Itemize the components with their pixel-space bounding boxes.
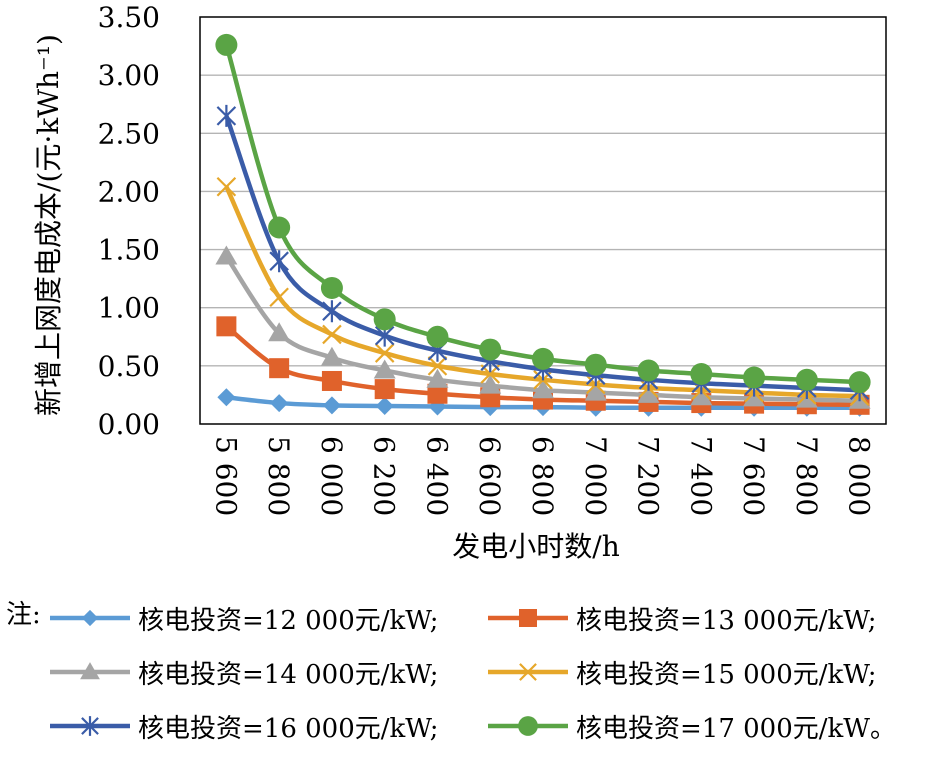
data-point [216, 176, 237, 197]
legend-label: 核电投资=13 000元/kW; [576, 605, 877, 636]
series-layer [215, 33, 871, 417]
data-point [690, 386, 713, 406]
data-point [216, 316, 237, 337]
legend: 注: 核电投资=12 000元/kW; 核电投资=13 000元/kW; 核电投资=… [0, 588, 927, 762]
data-point [374, 379, 395, 400]
x-axis-ticks: 5 600 5 800 6 000 6 200 6 400 6 600 6 800 7 000… [209, 436, 875, 516]
data-point [532, 347, 554, 370]
legend-prefix: 注: [6, 600, 41, 630]
legend-item-1: 核电投资=13 000元/kW; [486, 598, 877, 638]
line-chart: 0.000.501.001.502.002.503.003.50 5 600 5 … [32, 1, 887, 563]
x-tick-label: 7 200 [632, 436, 665, 516]
x-tick-label: 7 400 [684, 436, 717, 516]
y-axis-ticks: 0.00 0.50 1.00 1.50 2.00 2.50 3.00 3.50 [98, 1, 160, 441]
legend-item-2: 核电投资=14 000元/kW; [48, 652, 439, 692]
x-axis-label: 发电小时数/h [452, 530, 619, 563]
data-point [743, 366, 766, 389]
y-tick-label: 0.50 [98, 350, 160, 383]
data-point [216, 104, 237, 127]
x-tick-label: 5 800 [262, 436, 295, 516]
gridlines [200, 74, 886, 367]
x-tick-label: 6 000 [315, 436, 348, 516]
y-tick-label: 3.00 [98, 59, 160, 92]
x-tick-label: 5 600 [209, 436, 242, 516]
data-point [584, 381, 607, 401]
legend-item-3: 核电投资=15 000元/kW; [486, 652, 877, 692]
data-point [215, 33, 238, 56]
legend-label: 核电投资=12 000元/kW; [138, 605, 439, 636]
y-tick-label: 0.00 [98, 408, 160, 441]
legend-swatch-diamond-icon [50, 609, 130, 627]
data-point [269, 287, 289, 308]
data-point [690, 362, 713, 385]
x-tick-label: 6 200 [368, 436, 401, 516]
x-tick-label: 7 000 [579, 436, 612, 516]
data-point [373, 359, 396, 379]
legend-item-5: 核电投资=17 000元/kW。 [486, 706, 896, 746]
legend-swatch-star-icon [50, 716, 130, 736]
data-point [269, 358, 290, 379]
y-tick-label: 3.50 [98, 1, 160, 34]
data-point [322, 300, 342, 323]
data-point [426, 368, 449, 388]
data-point [322, 396, 341, 415]
data-point [320, 346, 343, 366]
legend-label: 核电投资=14 000元/kW; [138, 659, 439, 690]
data-point [795, 368, 818, 391]
x-tick-label: 7 800 [790, 436, 823, 516]
y-tick-label: 1.50 [98, 234, 160, 267]
data-point [322, 324, 342, 345]
data-point [743, 387, 766, 407]
x-tick-label: 6 600 [473, 436, 506, 516]
legend-swatch-square-icon [488, 609, 568, 627]
x-tick-label: 6 400 [420, 436, 453, 516]
legend-item-4: 核电投资=16 000元/kW; [48, 706, 439, 746]
y-tick-label: 1.00 [98, 292, 160, 325]
data-point [479, 374, 502, 394]
data-point [637, 359, 660, 382]
data-point [268, 216, 291, 239]
data-point [374, 343, 395, 363]
data-point [427, 356, 448, 376]
data-point [215, 245, 238, 265]
y-axis-label: 新增上网度电成本/(元·kWh⁻¹) [32, 34, 65, 416]
legend-swatch-x-icon [488, 663, 568, 681]
data-point [373, 308, 396, 331]
data-point [479, 338, 502, 361]
data-point [532, 379, 554, 399]
data-point [584, 353, 607, 376]
x-tick-label: 8 000 [843, 436, 876, 516]
data-point [427, 383, 448, 404]
data-point [270, 394, 289, 413]
x-tick-label: 6 800 [526, 436, 559, 516]
data-point [848, 371, 871, 394]
x-tick-label: 7 600 [737, 436, 770, 516]
legend-item-0: 核电投资=12 000元/kW; [48, 598, 439, 638]
y-tick-label: 2.00 [98, 175, 160, 208]
data-point [426, 325, 449, 348]
y-tick-label: 2.50 [98, 117, 160, 150]
data-point [217, 388, 236, 407]
legend-label: 核电投资=15 000元/kW; [576, 659, 877, 690]
legend-swatch-triangle-icon [50, 662, 130, 680]
legend-label: 核电投资=16 000元/kW; [138, 713, 439, 744]
data-point [637, 383, 660, 403]
data-point [320, 276, 343, 299]
data-point [268, 322, 291, 342]
data-point [321, 370, 342, 391]
data-point [375, 396, 394, 415]
legend-swatch-circle-icon [488, 716, 568, 736]
series-5 [215, 33, 871, 394]
data-point [269, 250, 289, 273]
plot-frame [199, 16, 887, 425]
legend-label: 核电投资=17 000元/kW。 [576, 713, 896, 744]
